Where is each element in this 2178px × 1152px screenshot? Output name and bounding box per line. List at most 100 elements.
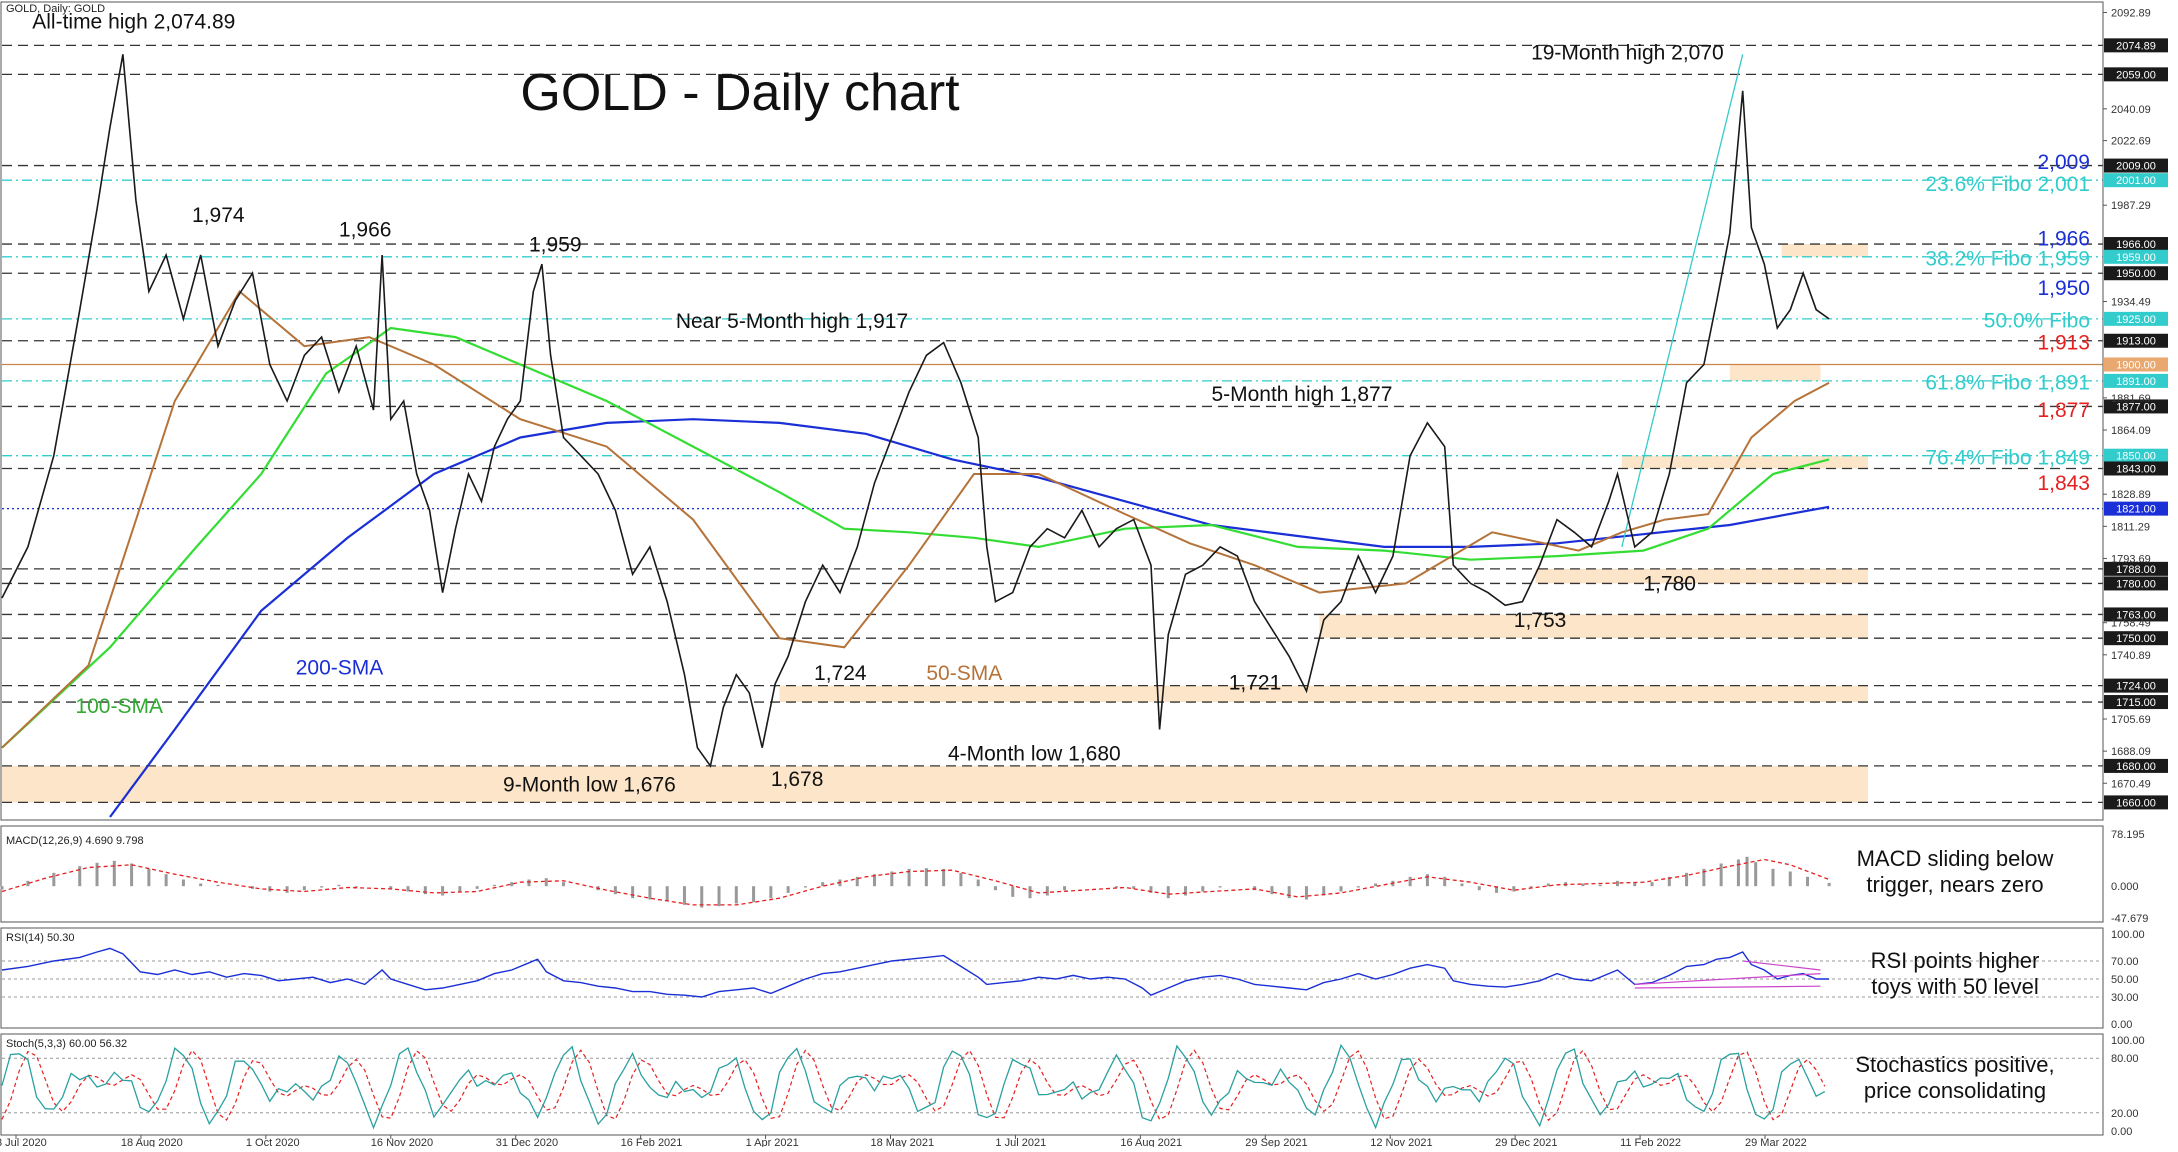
level-tag-4 [2104,237,2168,252]
macd-caption-line2: trigger, nears zero [1866,872,2043,897]
date-label-8: 1 Jul 2021 [995,1137,1046,1147]
macd-bar-84 [1477,886,1481,891]
stoch-k-line [1,1043,1826,1130]
macd-bar-65 [1149,886,1153,893]
level-tag-0 [2104,38,2168,53]
level-tag-19 [2104,678,2168,693]
rsi-tick-label-1: 70.00 [2111,956,2139,968]
macd-bar-35 [631,886,635,899]
level-tag-1 [2104,67,2168,82]
price-tick-label-12: 1705.69 [2111,714,2151,726]
stochastic-panel: 100.00 80.00 20.00 0.00 [1,1035,2145,1138]
macd-bar-77 [1356,886,1360,888]
panel-frames [0,1,2104,1136]
macd-bar-73 [1287,886,1291,899]
macd-bar-54 [959,872,963,887]
level-tag-16 [2104,576,2168,591]
date-label-2: 1 Oct 2020 [246,1137,300,1147]
rsi-panel-frame [0,927,2104,1029]
level-tag-6 [2104,266,2168,281]
macd-bar-67 [1184,886,1188,896]
right-label-9: 76.4% Fibo 1,849 [1925,447,2090,470]
macd-bar-3 [78,866,82,887]
price-tick-label-10: 1758.49 [2111,618,2151,630]
price-tick-label-5: 1881.69 [2111,393,2151,405]
macd-bar-95 [1667,876,1671,887]
level-tag-label-18: 1750.00 [2116,633,2156,645]
macd-bar-92 [1615,880,1619,887]
macd-bar-83 [1460,883,1464,887]
level-tag-label-5: 1959.00 [2116,252,2156,264]
macd-bar-42 [752,886,756,903]
macd-bar-48 [855,876,859,887]
stoch-caption-line2: price consolidating [1864,1078,2046,1103]
macd-bar-8 [164,874,168,887]
level-tag-label-8: 1913.00 [2116,336,2156,348]
macd-bar-29 [527,879,531,887]
macd-bar-49 [873,874,877,887]
macd-bar-76 [1339,886,1343,892]
macd-bar-60 [1063,886,1067,891]
macd-bar-93 [1633,882,1637,887]
level-tag-label-11: 1877.00 [2116,401,2156,413]
price-tick-label-3: 1987.29 [2111,200,2151,212]
annotation-8: 50-SMA [926,662,1002,685]
macd-bar-26 [475,886,479,889]
macd-bar-59 [1045,886,1049,896]
right-label-6: 1,913 [2037,332,2090,355]
level-tag-22 [2104,795,2168,810]
level-tag-label-9: 1900.00 [2116,359,2156,371]
macd-bar-55 [976,879,980,887]
stoch-d-line [1,1049,1826,1122]
date-label-1: 18 Aug 2020 [121,1137,183,1147]
annotation-3: 1,959 [529,233,582,256]
macd-bar-56 [993,886,997,891]
support-zone-0 [2,765,1868,803]
macd-bar-103 [1788,871,1792,887]
macd-bar-7 [147,868,151,887]
annotation-0: All-time high 2,074.89 [32,11,235,34]
macd-bar-2 [52,872,56,887]
level-tag-label-10: 1891.00 [2116,376,2156,388]
price-tick-label-6: 1864.09 [2111,425,2151,437]
macd-bar-11 [216,884,220,887]
level-tag-label-1: 2059.00 [2116,69,2156,81]
macd-bar-82 [1443,876,1447,887]
price-tick-label-0: 2092.89 [2111,7,2151,19]
level-tag-label-22: 1660.00 [2116,797,2156,809]
macd-bar-99 [1736,859,1740,887]
macd-bar-69 [1218,886,1222,888]
support-zone-2 [1319,614,1868,639]
annotation-2: 1,966 [339,219,392,242]
macd-bar-100 [1745,856,1749,887]
support-zone-6 [1781,244,1868,257]
level-tag-14 [2104,501,2168,516]
price-tick-label-1: 2040.09 [2111,104,2151,116]
support-zone-5 [1729,364,1821,381]
annotation-7: 1,724 [814,662,867,685]
level-tag-12 [2104,448,2168,463]
macd-bar-6 [130,863,134,887]
price-tick-label-11: 1740.89 [2111,650,2151,662]
level-tag-label-14: 1821.00 [2116,504,2156,516]
right-label-0: 2,009 [2037,151,2090,174]
price-tick-label-14: 1670.49 [2111,778,2151,790]
macd-bar-18 [337,884,341,887]
macd-bar-81 [1425,874,1429,887]
date-label-12: 29 Dec 2021 [1495,1137,1557,1147]
level-tag-13 [2104,461,2168,476]
macd-bar-94 [1650,882,1654,887]
date-label-5: 16 Feb 2021 [621,1137,683,1147]
macd-bar-86 [1512,886,1516,892]
macd-bar-28 [510,882,514,887]
support-zone-3 [1535,568,1868,584]
annotation-9: 200-SMA [296,657,384,680]
rsi-trendline-1 [1634,985,1821,989]
chart-annotations: All-time high 2,074.89 1,974 1,966 1,959 Nea… [32,11,2090,797]
level-tag-15 [2104,561,2168,576]
macd-bar-24 [441,886,445,896]
price-axis: 2074.89 2059.00 2009.00 2001.00 1966.001959.… [2103,7,2168,810]
macd-signal-line [1,858,1830,906]
support-resistance-zones [2,244,1868,803]
macd-bar-63 [1114,886,1118,888]
